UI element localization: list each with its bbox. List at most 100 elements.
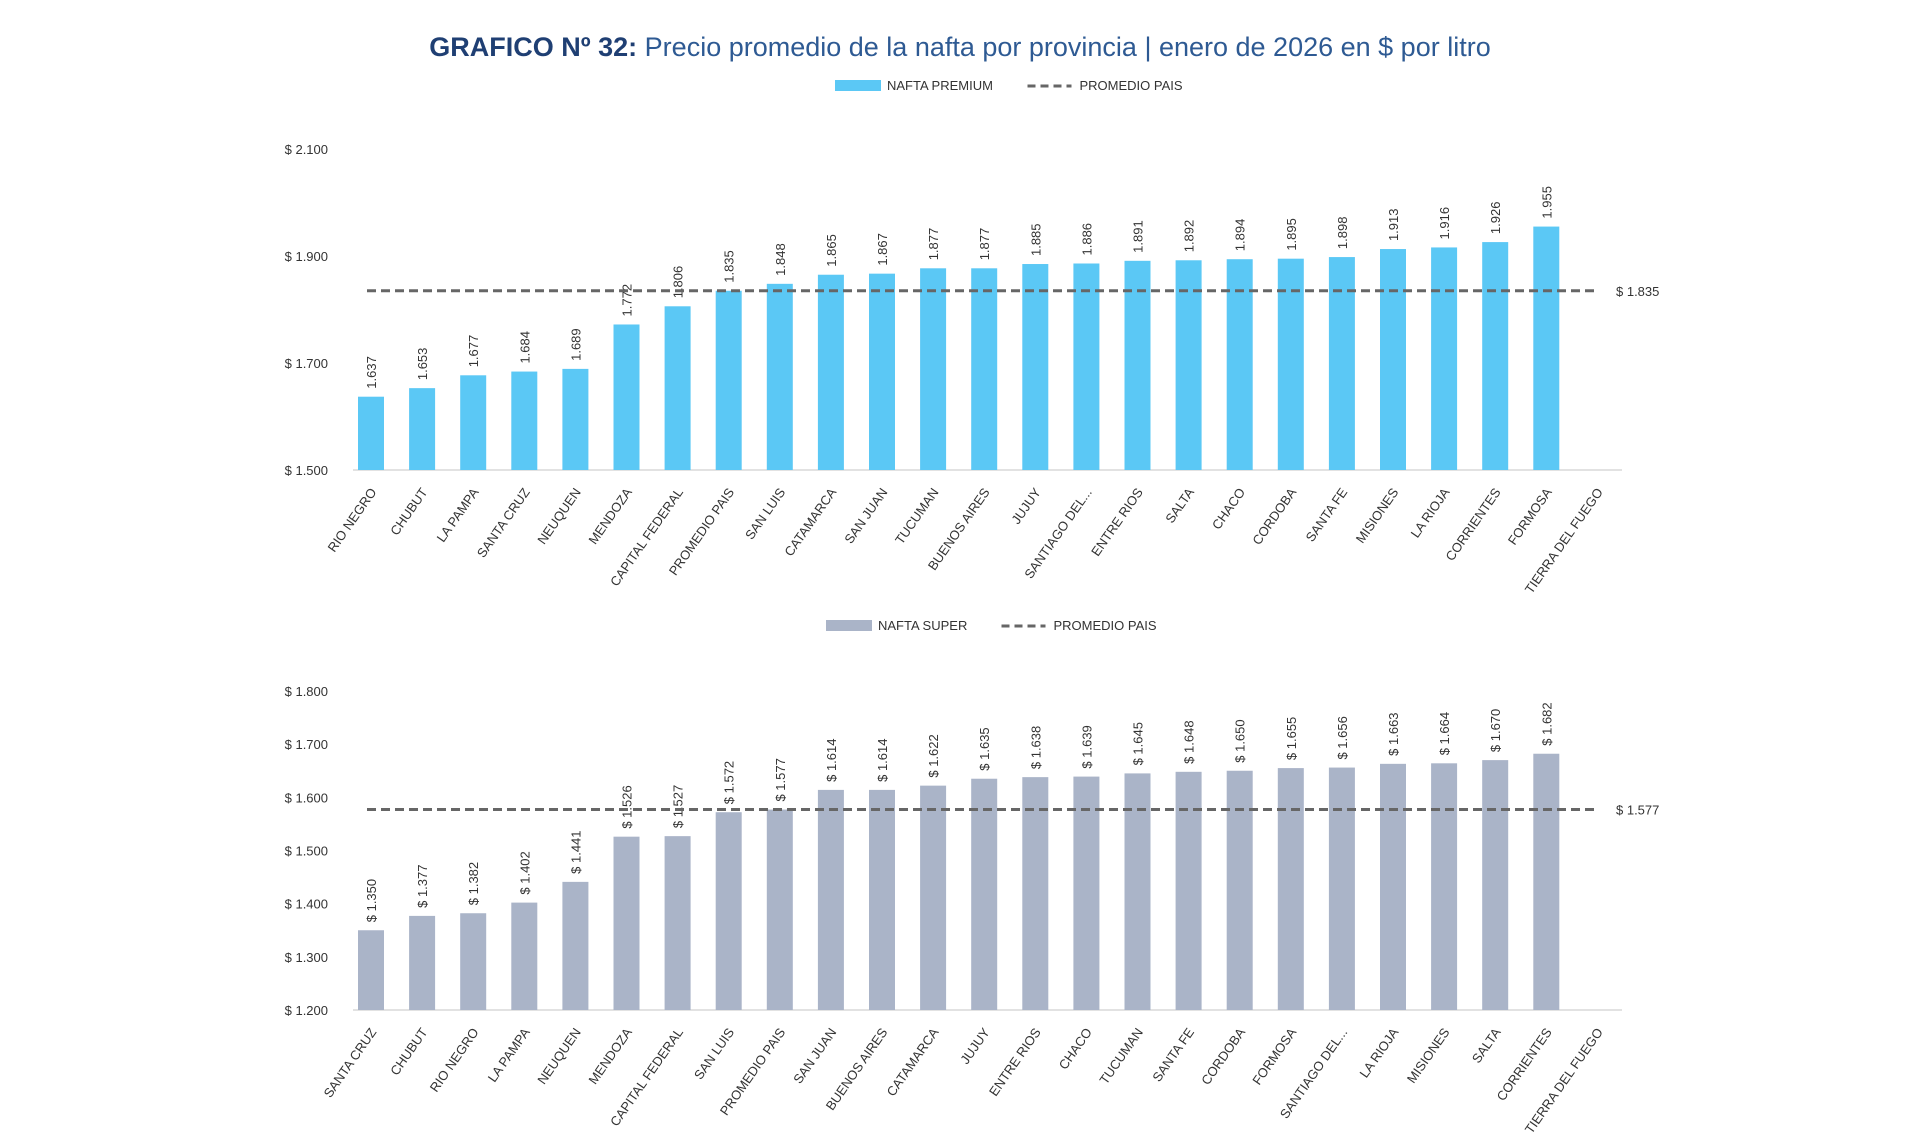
- value-label: 1.955: [1539, 186, 1554, 219]
- bar: [562, 881, 589, 1010]
- chart-2: NAFTA SUPER PROMEDIO PAIS $ 1.200 $ 1.300 $ …: [285, 618, 1660, 1136]
- bar: [1124, 260, 1151, 470]
- bar: [766, 809, 793, 1010]
- bar: [664, 306, 691, 470]
- value-label: 1.835: [722, 250, 737, 283]
- category-label: MENDOZA: [585, 485, 635, 547]
- value-label: 1.684: [517, 331, 532, 364]
- bar: [1124, 773, 1151, 1010]
- legend-line-label: PROMEDIO PAIS: [1054, 618, 1157, 633]
- value-label: $ 1.350: [364, 879, 379, 922]
- value-label: 1.916: [1437, 207, 1452, 240]
- value-label: 1.867: [875, 233, 890, 266]
- value-label: $ 1.402: [517, 851, 532, 894]
- category-label: NEUQUEN: [534, 1025, 584, 1087]
- bar: [1533, 753, 1560, 1010]
- bar: [1431, 247, 1458, 470]
- category-label: LA RIOJA: [1408, 485, 1453, 541]
- bar: [409, 388, 436, 470]
- bar: [460, 375, 487, 470]
- value-label: $ 1.622: [926, 734, 941, 777]
- category-label: ENTRE RIOS: [986, 1025, 1044, 1099]
- value-label: $ 1.382: [466, 862, 481, 905]
- bar: [920, 268, 947, 470]
- category-label: CATAMARCA: [884, 1025, 942, 1099]
- bar: [1328, 767, 1355, 1010]
- value-label: $ 1.650: [1233, 719, 1248, 762]
- value-label: 1.895: [1284, 218, 1299, 251]
- category-label: SAN JUAN: [790, 1025, 839, 1086]
- bar: [1022, 777, 1049, 1010]
- legend-line-label: PROMEDIO PAIS: [1080, 78, 1183, 93]
- average-label: $ 1.835: [1616, 284, 1659, 299]
- y-tick-label: $ 1.700: [285, 356, 328, 371]
- value-label: $ 1.639: [1079, 725, 1094, 768]
- bar: [460, 913, 487, 1010]
- bar: [613, 836, 640, 1010]
- value-label: $ 1.638: [1028, 726, 1043, 769]
- bar: [664, 836, 691, 1010]
- y-tick-label: $ 1.400: [285, 897, 328, 912]
- category-label: RIO NEGRO: [324, 485, 379, 555]
- bar: [358, 396, 384, 470]
- category-label: SALTA: [1162, 485, 1197, 526]
- bar: [869, 789, 895, 1010]
- category-label: CATAMARCA: [781, 485, 839, 559]
- bar: [920, 785, 947, 1010]
- category-label: CORDOBA: [1249, 485, 1299, 548]
- bar: [817, 274, 844, 470]
- bar: [1226, 770, 1253, 1010]
- value-label: 1.891: [1131, 220, 1146, 253]
- bar: [1073, 776, 1100, 1010]
- category-label: SANTA FE: [1303, 485, 1351, 545]
- value-label: $ 1.663: [1386, 712, 1401, 755]
- value-label: 1.689: [568, 328, 583, 361]
- y-tick-label: $ 1.800: [285, 684, 328, 699]
- value-label: $ 1.664: [1437, 712, 1452, 755]
- bar: [1073, 263, 1100, 470]
- category-label: CORDOBA: [1198, 1025, 1248, 1088]
- bar: [1482, 760, 1509, 1010]
- category-label: ENTRE RIOS: [1088, 485, 1146, 559]
- bar: [971, 268, 998, 470]
- bar: [358, 930, 384, 1010]
- category-label: LA RIOJA: [1356, 1025, 1401, 1081]
- value-label: $ 1.377: [415, 865, 430, 908]
- y-tick-label: $ 2.100: [285, 142, 328, 157]
- category-label: LA PAMPA: [485, 1025, 533, 1085]
- value-label: 1.653: [415, 348, 430, 381]
- category-label: CHACO: [1056, 1025, 1095, 1072]
- y-tick-label: $ 1.900: [285, 249, 328, 264]
- value-label: $ 1.527: [671, 785, 686, 828]
- category-label: CHACO: [1209, 485, 1248, 532]
- category-label: FORMOSA: [1505, 485, 1555, 548]
- category-label: CHUBUT: [387, 1025, 430, 1078]
- legend-bar-label: NAFTA SUPER: [878, 618, 967, 633]
- bar: [1482, 242, 1509, 470]
- legend-bar-swatch: [835, 80, 881, 91]
- category-label: CHUBUT: [387, 485, 430, 538]
- value-label: $ 1.635: [977, 727, 992, 770]
- category-label: SAN LUIS: [742, 485, 788, 542]
- value-label: 1.806: [671, 266, 686, 299]
- category-label: NEUQUEN: [534, 485, 584, 547]
- value-label: $ 1.441: [568, 830, 583, 873]
- bar: [1380, 249, 1406, 470]
- legend-bar-swatch: [826, 620, 872, 631]
- bar: [715, 812, 742, 1010]
- y-tick-label: $ 1.200: [285, 1003, 328, 1018]
- category-label: SALTA: [1469, 1025, 1504, 1066]
- value-label: 1.898: [1335, 217, 1350, 250]
- value-label: 1.848: [773, 243, 788, 276]
- category-label: FORMOSA: [1249, 1025, 1299, 1088]
- y-tick-label: $ 1.600: [285, 790, 328, 805]
- bar: [1533, 226, 1560, 470]
- chart-title-text: Precio promedio de la nafta por provinci…: [637, 32, 1491, 62]
- value-label: $ 1.614: [875, 739, 890, 782]
- bar: [971, 778, 998, 1010]
- value-label: 1.894: [1233, 219, 1248, 252]
- legend-bar-label: NAFTA PREMIUM: [887, 78, 993, 93]
- bar: [766, 283, 793, 470]
- value-label: $ 1.645: [1131, 722, 1146, 765]
